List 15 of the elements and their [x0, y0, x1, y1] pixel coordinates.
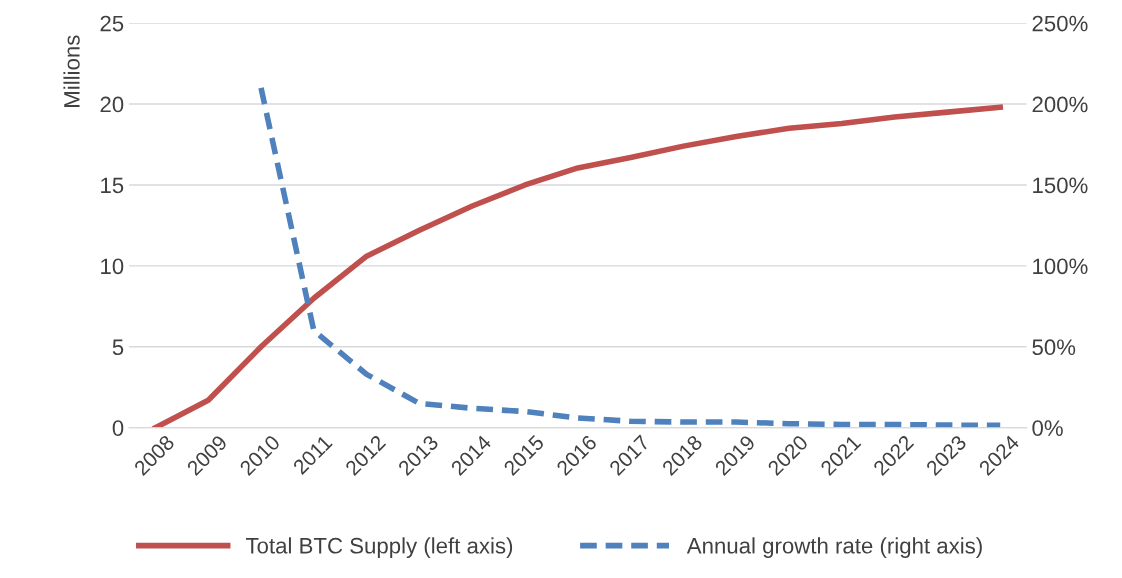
y-tick-label: 5: [112, 339, 124, 356]
y2-tick-label: 0%: [1032, 420, 1063, 436]
y2-tick-label: 250%: [1032, 15, 1088, 32]
y2-tick-label: 200%: [1032, 96, 1088, 113]
y-tick-label: 15: [101, 177, 124, 194]
y-tick-label: 25: [100, 15, 124, 32]
y2-tick-label: 150%: [1033, 177, 1088, 194]
y-axis-title: Millions: [63, 35, 80, 107]
y-tick-label: 20: [100, 96, 124, 113]
legend-label: Total BTC Supply (left axis): [245, 537, 513, 558]
y-tick-label: 0: [112, 420, 124, 436]
y-tick-label: 10: [101, 258, 124, 275]
legend-label: Annual growth rate (right axis): [686, 537, 982, 558]
y2-tick-label: 100%: [1033, 258, 1088, 275]
y2-tick-label: 50%: [1032, 339, 1076, 356]
